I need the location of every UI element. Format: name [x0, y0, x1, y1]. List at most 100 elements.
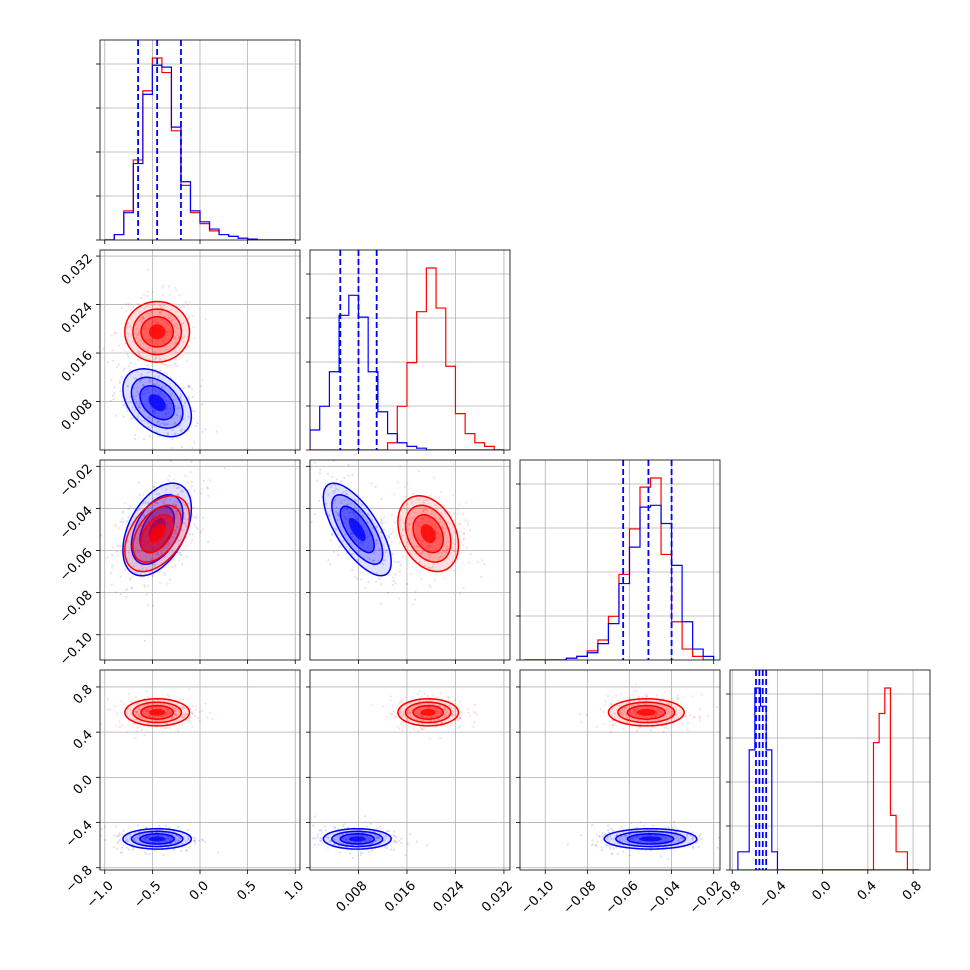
sample-point	[191, 387, 194, 390]
sample-point	[459, 700, 462, 703]
sample-point	[630, 822, 633, 825]
sample-point	[306, 485, 308, 487]
sample-point	[319, 829, 322, 832]
density-fill-red-3	[149, 524, 166, 544]
sample-point	[659, 855, 662, 858]
sample-point	[645, 699, 648, 702]
sample-point	[147, 553, 150, 557]
panel-border	[309, 459, 511, 661]
sample-point	[165, 407, 168, 410]
sample-point	[362, 524, 365, 527]
sample-point	[150, 312, 153, 315]
scatter-content	[100, 688, 219, 857]
sample-point	[121, 517, 124, 520]
sample-point	[335, 510, 338, 514]
sample-point	[155, 726, 158, 729]
sample-point	[130, 547, 133, 550]
sample-point	[148, 549, 151, 553]
sample-point	[182, 514, 185, 517]
sample-point	[155, 322, 158, 325]
sample-point	[194, 837, 197, 840]
sample-point	[393, 830, 396, 833]
sample-point	[178, 508, 182, 511]
sample-point	[397, 725, 400, 729]
sample-point	[373, 564, 376, 567]
sample-point	[136, 508, 139, 511]
sample-point	[153, 319, 156, 322]
sample-point	[189, 471, 192, 474]
sample-point	[143, 294, 146, 297]
hist-content	[524, 460, 715, 660]
sample-point	[142, 499, 145, 502]
sample-point	[430, 716, 433, 719]
sample-point	[447, 695, 450, 698]
contour-red-0	[397, 698, 460, 727]
sample-point	[129, 833, 132, 836]
sample-point	[161, 339, 164, 342]
sample-point	[147, 710, 150, 713]
sample-point	[187, 836, 190, 839]
sample-point	[367, 513, 370, 517]
sample-point	[182, 706, 185, 709]
sample-point	[148, 338, 152, 342]
sample-point	[148, 378, 151, 381]
sample-point	[335, 487, 338, 490]
sample-point	[119, 851, 122, 854]
sample-point	[620, 693, 623, 696]
sample-point	[354, 515, 357, 519]
sample-point	[335, 506, 338, 509]
sample-point	[177, 493, 180, 497]
sample-point	[160, 392, 163, 395]
sample-point	[662, 838, 665, 842]
sample-point	[408, 719, 411, 722]
sample-point	[138, 834, 141, 838]
sample-point	[463, 527, 466, 530]
sample-point	[607, 840, 611, 843]
sample-point	[160, 422, 163, 425]
sample-point	[653, 706, 656, 710]
sample-point	[113, 332, 116, 335]
sample-point	[118, 726, 121, 729]
sample-point	[194, 842, 197, 845]
sample-point	[619, 712, 622, 715]
sample-point	[140, 564, 143, 567]
sample-point	[171, 558, 174, 561]
scatter-content	[100, 460, 226, 643]
contour-blue-0	[122, 368, 193, 438]
sample-point	[174, 516, 177, 519]
sample-point	[181, 562, 184, 565]
sample-point	[420, 518, 424, 521]
sample-point	[348, 499, 351, 502]
sample-point	[618, 839, 622, 842]
sample-point	[628, 697, 631, 700]
sample-point	[348, 835, 351, 838]
sample-point	[152, 563, 155, 566]
sample-point	[147, 708, 150, 711]
sample-point	[132, 565, 136, 568]
sample-point	[138, 402, 141, 405]
contour-red-2	[412, 704, 445, 720]
sample-point	[191, 533, 194, 536]
sample-point	[453, 530, 456, 533]
sample-point	[374, 837, 377, 840]
x-tick-label-p1: 0.024	[431, 878, 468, 915]
sample-point	[166, 479, 170, 482]
sample-point	[192, 326, 195, 329]
sample-point	[115, 365, 118, 368]
sample-point	[351, 553, 354, 556]
sample-point	[104, 838, 107, 842]
sample-point	[117, 363, 120, 366]
sample-point	[655, 722, 658, 725]
sample-point	[156, 381, 159, 384]
sample-point	[626, 702, 629, 705]
sample-point	[143, 515, 146, 518]
sample-point	[349, 840, 352, 843]
sample-point	[160, 338, 163, 341]
sample-point	[192, 836, 195, 839]
sample-point	[476, 560, 479, 563]
sample-point	[361, 852, 364, 855]
sample-point	[465, 501, 468, 504]
sample-point	[391, 531, 394, 534]
sample-point	[155, 493, 158, 496]
sample-point	[391, 704, 394, 708]
